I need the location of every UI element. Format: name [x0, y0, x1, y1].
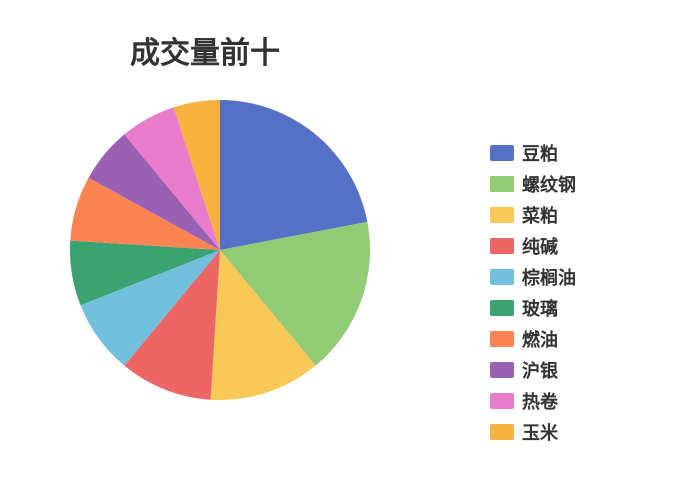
legend-swatch — [490, 331, 514, 347]
pie-svg — [70, 100, 370, 400]
pie-chart-container: 成交量前十 豆粕螺纹钢菜粕纯碱棕榈油玻璃燃油沪银热卷玉米 — [0, 0, 700, 500]
legend-swatch — [490, 207, 514, 223]
legend-item[interactable]: 豆粕 — [490, 140, 576, 166]
legend-item[interactable]: 沪银 — [490, 357, 576, 383]
legend-label: 燃油 — [522, 326, 558, 352]
legend-swatch — [490, 145, 514, 161]
legend-item[interactable]: 玻璃 — [490, 295, 576, 321]
legend-label: 玉米 — [522, 419, 558, 445]
legend-label: 菜粕 — [522, 202, 558, 228]
legend-item[interactable]: 玉米 — [490, 419, 576, 445]
legend-label: 沪银 — [522, 357, 558, 383]
legend-swatch — [490, 300, 514, 316]
legend-swatch — [490, 362, 514, 378]
legend-label: 豆粕 — [522, 140, 558, 166]
legend-item[interactable]: 棕榈油 — [490, 264, 576, 290]
chart-title: 成交量前十 — [130, 28, 280, 72]
legend-item[interactable]: 螺纹钢 — [490, 171, 576, 197]
legend-swatch — [490, 393, 514, 409]
legend-label: 玻璃 — [522, 295, 558, 321]
legend: 豆粕螺纹钢菜粕纯碱棕榈油玻璃燃油沪银热卷玉米 — [490, 140, 576, 445]
legend-swatch — [490, 424, 514, 440]
legend-label: 螺纹钢 — [522, 171, 576, 197]
legend-swatch — [490, 176, 514, 192]
legend-label: 棕榈油 — [522, 264, 576, 290]
legend-item[interactable]: 菜粕 — [490, 202, 576, 228]
legend-item[interactable]: 纯碱 — [490, 233, 576, 259]
legend-item[interactable]: 热卷 — [490, 388, 576, 414]
legend-label: 热卷 — [522, 388, 558, 414]
legend-swatch — [490, 238, 514, 254]
legend-swatch — [490, 269, 514, 285]
legend-label: 纯碱 — [522, 233, 558, 259]
pie-chart — [70, 100, 370, 400]
legend-item[interactable]: 燃油 — [490, 326, 576, 352]
